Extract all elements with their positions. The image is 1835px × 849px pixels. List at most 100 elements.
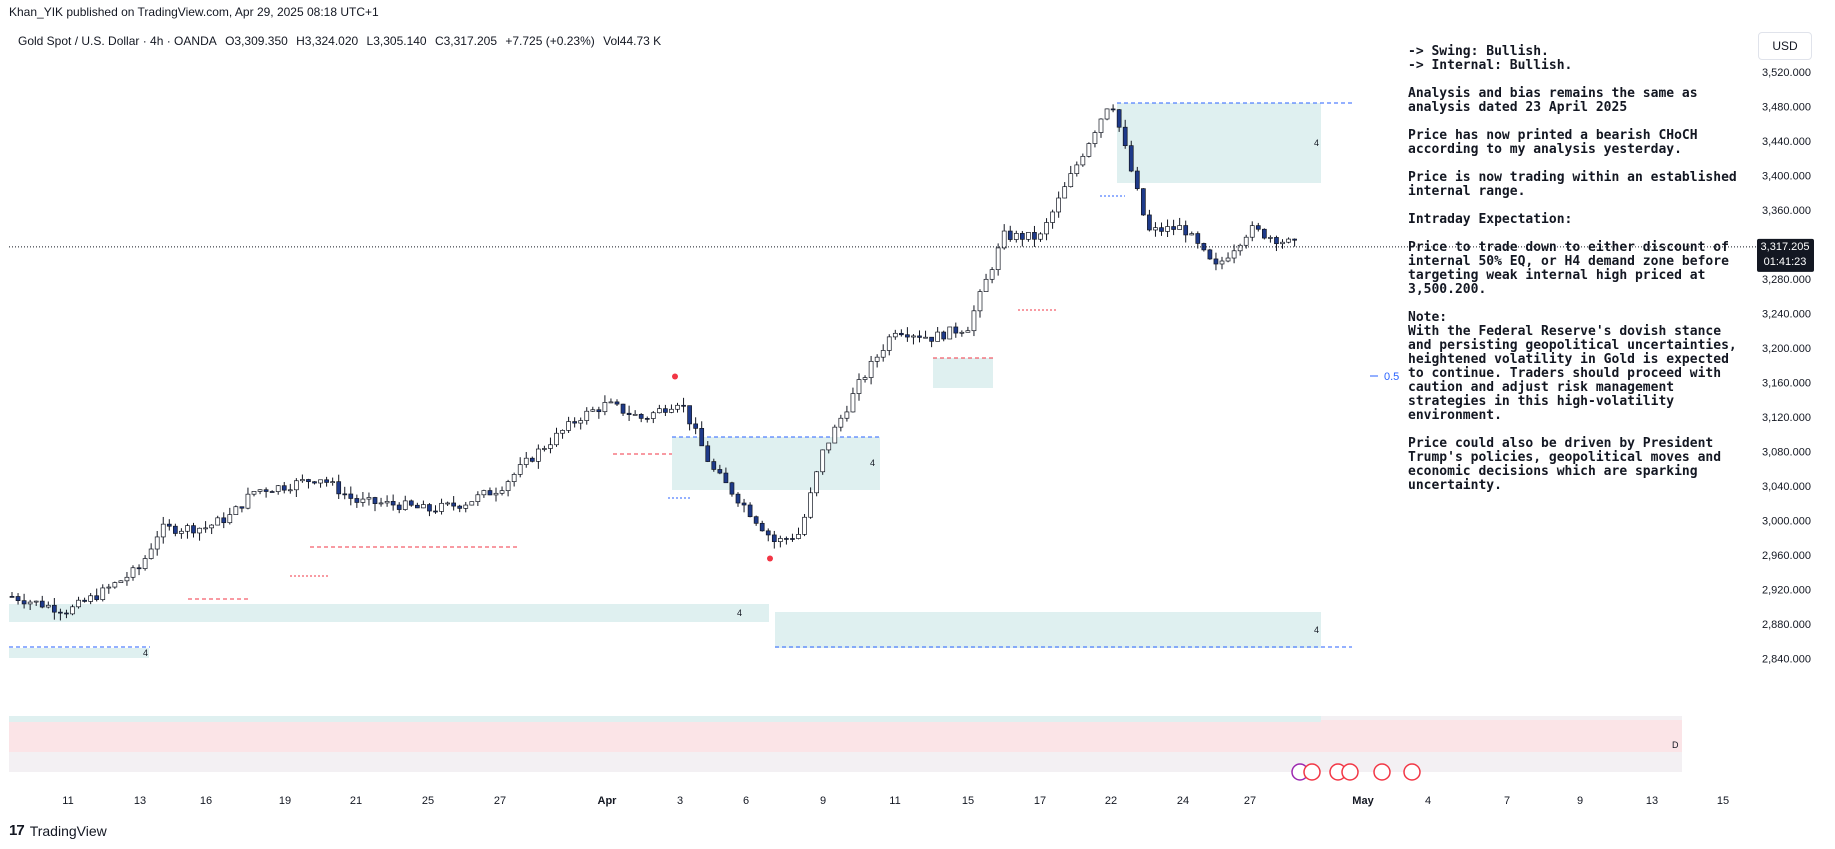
- x-tick-label: 9: [820, 795, 826, 807]
- candle-up: [1280, 241, 1285, 245]
- candle-up: [850, 393, 856, 413]
- event-flag-icon[interactable]: [1303, 763, 1321, 781]
- candle-up: [445, 502, 450, 505]
- candle-up: [959, 331, 965, 334]
- candle-down: [487, 490, 493, 496]
- candle-up: [360, 498, 366, 503]
- candle-up: [1225, 257, 1231, 262]
- footer-brand[interactable]: TradingView: [29, 822, 107, 839]
- candle-up: [868, 360, 874, 378]
- candle-down: [1128, 145, 1134, 172]
- candle-down: [723, 472, 729, 484]
- candle-up: [1013, 233, 1019, 240]
- y-tick-label: 3,520.000: [1762, 67, 1811, 79]
- swing-point-marker: [767, 555, 773, 562]
- candle-up: [227, 514, 233, 524]
- candle-up: [608, 401, 614, 404]
- candle-up: [100, 587, 106, 600]
- candle-down: [1213, 258, 1219, 265]
- candle-down: [711, 461, 717, 470]
- zone-marker-1: 4: [1314, 138, 1319, 148]
- tradingview-logo-icon[interactable]: 17: [9, 822, 25, 839]
- candle-up: [584, 410, 590, 421]
- y-tick-label: 3,160.000: [1762, 378, 1811, 390]
- candle-up: [548, 444, 553, 449]
- candle-up: [1098, 118, 1104, 133]
- volume-value: Vol44.73 K: [603, 34, 662, 48]
- candle-up: [911, 335, 916, 338]
- event-flag-icon[interactable]: [1341, 763, 1359, 781]
- candle-up: [838, 417, 844, 428]
- candle-up: [160, 523, 166, 538]
- candle-up: [499, 490, 505, 494]
- candle-up: [402, 500, 408, 510]
- x-tick-label: 27: [1244, 795, 1256, 807]
- note-expectation: Price to trade down to either discount o…: [1408, 240, 1729, 297]
- candle-up: [1219, 260, 1225, 265]
- time-axis[interactable]: 11 13 16 19 21 25 27 Apr 3 6 9 11 15 17 22 24 27 May 4 7 9 13…: [62, 795, 1729, 807]
- zone-marker-4: 4: [870, 458, 875, 468]
- candle-down: [717, 469, 723, 474]
- candle-down: [917, 335, 922, 338]
- y-tick-label: 3,360.000: [1762, 205, 1811, 217]
- publish-header: Khan_YIK published on TradingView.com, A…: [0, 0, 1835, 24]
- candle-down: [1195, 233, 1201, 244]
- candle-down: [529, 457, 535, 462]
- event-flag-icon[interactable]: [1403, 763, 1421, 781]
- candle-down: [94, 595, 100, 600]
- y-tick-label: 2,960.000: [1762, 550, 1811, 562]
- candle-up: [669, 408, 674, 413]
- candle-up: [886, 336, 892, 351]
- candle-up: [1050, 211, 1055, 223]
- symbol-legend: Gold Spot / U.S. Dollar · 4h · OANDA O3,…: [18, 34, 666, 48]
- candle-up: [542, 448, 547, 450]
- candle-up: [796, 534, 801, 539]
- candle-down: [396, 504, 402, 510]
- candle-up: [656, 408, 662, 414]
- candle-down: [765, 530, 771, 536]
- candle-down: [306, 479, 311, 483]
- candle-up: [566, 421, 571, 431]
- candle-up: [535, 448, 541, 462]
- candle-down: [336, 481, 342, 495]
- candle-up: [1237, 244, 1243, 252]
- swing-points: [672, 373, 773, 562]
- countdown-value: 01:41:23: [1764, 256, 1807, 268]
- x-tick-label: 13: [1646, 795, 1658, 807]
- candle-down: [626, 412, 632, 415]
- candle-up: [880, 350, 886, 358]
- y-tick-label: 2,840.000: [1762, 654, 1811, 666]
- candle-up: [820, 449, 826, 473]
- candle-down: [269, 491, 275, 493]
- candle-down: [21, 600, 27, 605]
- candle-up: [112, 582, 118, 588]
- candle-up: [808, 492, 813, 518]
- candle-down: [638, 413, 644, 419]
- candle-up: [1249, 225, 1255, 238]
- x-tick-label: 25: [422, 795, 434, 807]
- candle-up: [602, 402, 608, 413]
- candle-up: [802, 516, 807, 535]
- candle-up: [590, 409, 596, 412]
- event-flag-icon[interactable]: [1373, 763, 1391, 781]
- y-tick-label: 3,040.000: [1762, 481, 1811, 493]
- candle-down: [747, 504, 753, 518]
- candle-down: [1110, 108, 1116, 111]
- candle-up: [523, 457, 529, 465]
- candle-down: [687, 405, 692, 425]
- y-tick-label: 2,920.000: [1762, 585, 1811, 597]
- note-fed: Note: With the Federal Reserve's dovish …: [1408, 310, 1737, 423]
- economic-events[interactable]: [1291, 763, 1421, 781]
- candle-down: [281, 485, 287, 491]
- candle-up: [554, 432, 559, 446]
- candle-up: [1177, 225, 1183, 230]
- currency-button[interactable]: USD: [1758, 32, 1812, 60]
- candle-up: [384, 501, 390, 504]
- symbol-title[interactable]: Gold Spot / U.S. Dollar · 4h · OANDA: [18, 34, 217, 48]
- candle-down: [705, 445, 711, 462]
- price-axis[interactable]: 3,520.000 3,480.000 3,440.000 3,400.000 3,36…: [1762, 67, 1811, 666]
- candle-up: [995, 247, 1001, 270]
- y-tick-label: 3,080.000: [1762, 447, 1811, 459]
- ohlc-close: C3,317.205: [434, 34, 498, 48]
